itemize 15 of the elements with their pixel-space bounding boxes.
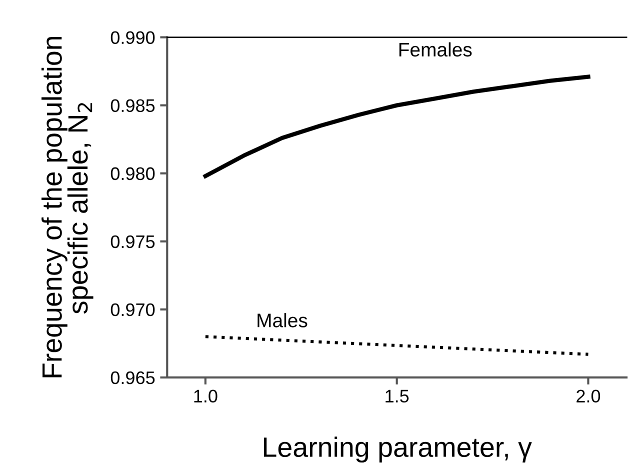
x-tick-label: 2.0 <box>576 390 600 403</box>
y-axis-title: Frequency of the population specific allele, N$_{2}$ <box>42 36 94 378</box>
series-label: Females <box>399 42 472 57</box>
y-tick-label: 0.975 <box>110 235 155 248</box>
line-series <box>203 74 590 178</box>
x-axis-title: Learning parameter, γ <box>264 436 532 463</box>
y-tick-label: 0.990 <box>110 31 155 44</box>
series-label: Males <box>258 313 308 328</box>
y-tick-label: 0.965 <box>110 371 155 384</box>
y-tick-label: 0.980 <box>110 167 155 180</box>
y-tick-label: 0.985 <box>110 99 155 112</box>
y-tick-label: 0.970 <box>110 303 155 316</box>
x-tick-label: 1.0 <box>194 390 218 403</box>
line-series <box>204 335 590 356</box>
x-tick-label: 1.5 <box>386 390 409 403</box>
